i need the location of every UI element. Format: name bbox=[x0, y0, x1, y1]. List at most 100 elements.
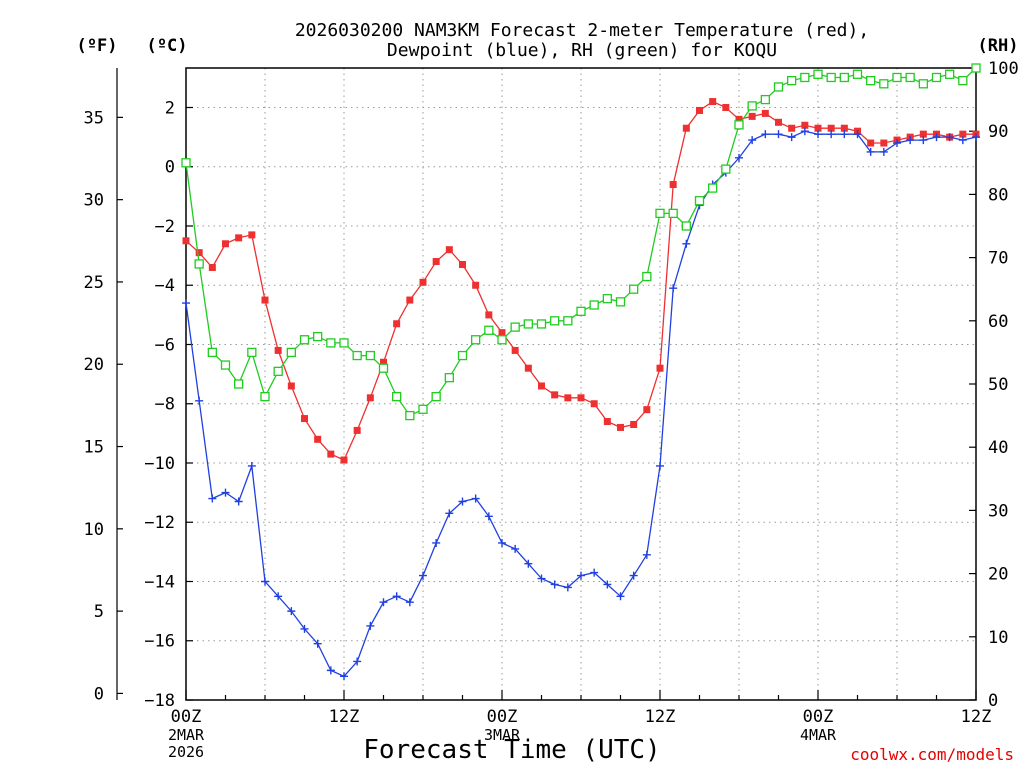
rh-line bbox=[185, 67, 977, 417]
rh-tick-label: 70 bbox=[988, 249, 1008, 269]
fahrenheit-tick-label: 5 bbox=[94, 602, 104, 622]
temperature-point bbox=[564, 394, 572, 402]
rh-point bbox=[313, 331, 323, 342]
dewpoint-point bbox=[234, 497, 243, 506]
dewpoint-point bbox=[405, 598, 414, 607]
rh-point bbox=[971, 63, 981, 73]
temperature-point bbox=[630, 420, 638, 428]
temperature-point bbox=[327, 450, 335, 458]
rh-point bbox=[721, 164, 731, 174]
temperature-point bbox=[590, 400, 598, 408]
rh-point bbox=[958, 75, 968, 86]
chart-title-line1: 2026030200 NAM3KM Forecast 2-meter Tempe… bbox=[295, 20, 869, 41]
rh-tick-label: 90 bbox=[988, 122, 1008, 142]
rh-point bbox=[918, 79, 928, 89]
dewpoint-point bbox=[893, 139, 901, 148]
rh-point bbox=[286, 347, 296, 358]
temperature-point bbox=[919, 130, 927, 138]
celsius-tick-label: −6 bbox=[155, 335, 175, 355]
dewpoint-point bbox=[840, 130, 849, 139]
fahrenheit-tick-label: 0 bbox=[94, 684, 104, 704]
rh-point bbox=[523, 319, 533, 329]
temperature-point bbox=[195, 249, 203, 257]
dewpoint-point bbox=[945, 133, 954, 142]
temperature-point bbox=[761, 109, 769, 117]
dewpoint-point bbox=[642, 550, 651, 559]
rh-tick-label: 80 bbox=[988, 185, 1008, 205]
rh-point bbox=[892, 72, 902, 83]
dewpoint-point bbox=[537, 574, 546, 583]
rh-tick-label: 100 bbox=[988, 59, 1019, 79]
dewpoint-point bbox=[616, 592, 625, 601]
dewpoint-point bbox=[629, 571, 638, 580]
rh-point bbox=[497, 335, 507, 345]
temperature-point bbox=[419, 278, 427, 286]
temperature-point bbox=[709, 98, 717, 106]
temperature-point bbox=[669, 181, 677, 189]
rh-point bbox=[852, 69, 863, 79]
fahrenheit-tick-label: 25 bbox=[84, 273, 104, 293]
dewpoint-point bbox=[774, 130, 783, 139]
temperature-point bbox=[775, 118, 782, 126]
rh-point bbox=[813, 69, 823, 79]
rh-point bbox=[773, 82, 784, 92]
dewpoint-point bbox=[366, 621, 375, 630]
temperature-point bbox=[880, 139, 888, 147]
rh-point bbox=[629, 284, 639, 294]
x-year-label: 2026 bbox=[168, 743, 204, 761]
dewpoint-point bbox=[932, 133, 941, 142]
rh-tick-label: 20 bbox=[988, 565, 1008, 585]
temperature-point bbox=[314, 435, 322, 443]
celsius-tick-label: −2 bbox=[155, 217, 175, 237]
celsius-tick-label: −4 bbox=[155, 276, 175, 296]
temperature-point bbox=[393, 320, 401, 328]
rh-tick-label: 30 bbox=[988, 501, 1008, 521]
x-tick-label: 00Z bbox=[171, 707, 202, 727]
temperature-point bbox=[287, 382, 295, 390]
dewpoint-point bbox=[195, 396, 204, 405]
rh-point bbox=[576, 306, 586, 316]
dewpoint-point bbox=[577, 571, 585, 580]
temperature-point bbox=[867, 139, 875, 147]
temperature-point bbox=[485, 311, 493, 319]
rh-point bbox=[471, 335, 481, 345]
rh-point bbox=[484, 325, 494, 335]
rh-point bbox=[905, 72, 915, 83]
x-tick-label: 00Z bbox=[803, 707, 834, 727]
rh-point bbox=[563, 316, 573, 326]
dewpoint-point bbox=[326, 666, 335, 675]
x-tick-label: 00Z bbox=[487, 707, 518, 727]
dewpoint-point bbox=[656, 461, 664, 470]
dewpoint-point bbox=[879, 147, 888, 156]
dewpoint-point bbox=[906, 136, 915, 145]
rh-point bbox=[181, 158, 191, 168]
temperature-point bbox=[603, 418, 611, 426]
dewpoint-point bbox=[419, 571, 427, 580]
chart-title-line2: Dewpoint (blue), RH (green) for KOQU bbox=[387, 40, 777, 61]
dewpoint-point bbox=[182, 299, 190, 308]
fahrenheit-tick-label: 35 bbox=[84, 108, 104, 128]
celsius-tick-label: −8 bbox=[155, 395, 175, 415]
rh-point bbox=[510, 322, 520, 332]
fahrenheit-tick-label: 30 bbox=[84, 191, 104, 211]
rh-point bbox=[747, 101, 757, 111]
dewpoint-point bbox=[484, 512, 493, 521]
dewpoint-point bbox=[300, 624, 309, 633]
rh-tick-label: 40 bbox=[988, 438, 1008, 458]
rh-point bbox=[365, 350, 375, 361]
rh-point bbox=[800, 72, 810, 83]
celsius-unit-label: (ºC) bbox=[147, 36, 188, 56]
dewpoint-point bbox=[958, 136, 967, 145]
temperature-point bbox=[538, 382, 545, 390]
rh-point bbox=[602, 294, 612, 304]
temperature-point bbox=[261, 296, 269, 304]
rh-point bbox=[655, 208, 665, 219]
fahrenheit-tick-label: 15 bbox=[84, 438, 104, 458]
dewpoint-point bbox=[682, 239, 691, 248]
temperature-point bbox=[182, 237, 190, 245]
temperature-point bbox=[222, 240, 229, 248]
rh-tick-label: 0 bbox=[988, 691, 998, 711]
temperature-point bbox=[722, 103, 730, 111]
temperature-point bbox=[406, 296, 414, 304]
